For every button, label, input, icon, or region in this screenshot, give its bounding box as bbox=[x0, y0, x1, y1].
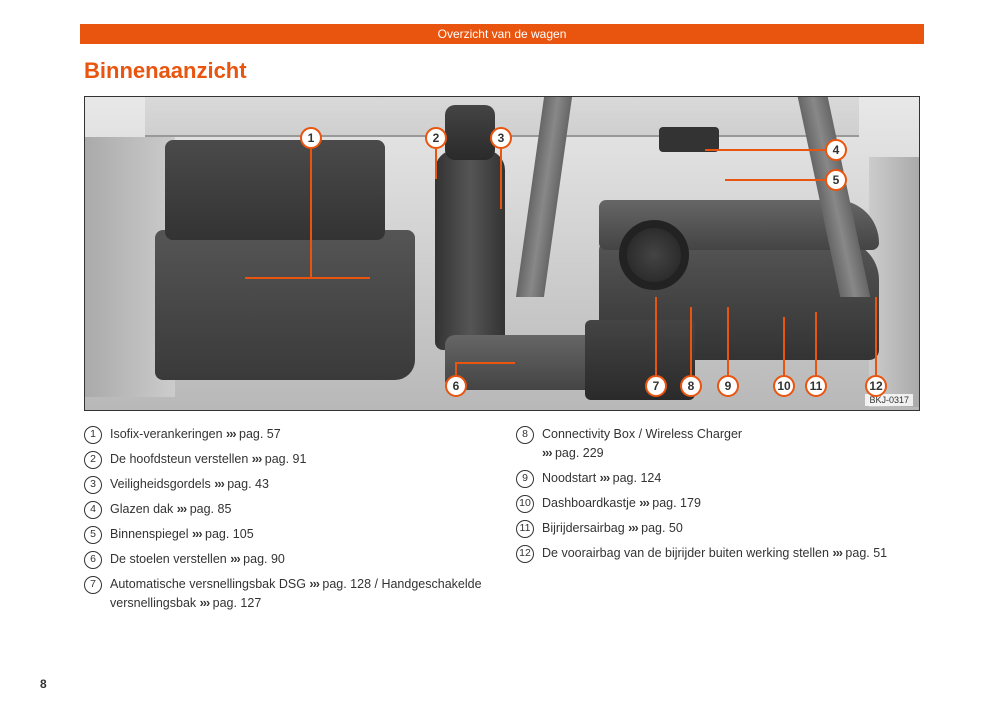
manual-page: Overzicht van de wagen Binnenaanzicht 12… bbox=[0, 0, 1004, 709]
callout-10: 10 bbox=[773, 375, 795, 397]
legend-text: De stoelen verstellen ››› pag. 90 bbox=[110, 550, 488, 569]
callout-1: 1 bbox=[300, 127, 322, 149]
leader-line bbox=[727, 307, 729, 377]
legend-number: 12 bbox=[516, 545, 534, 563]
legend-text: Glazen dak ››› pag. 85 bbox=[110, 500, 488, 519]
legend-number: 2 bbox=[84, 451, 102, 469]
callout-8: 8 bbox=[680, 375, 702, 397]
leader-line bbox=[245, 277, 312, 279]
callout-12: 12 bbox=[865, 375, 887, 397]
callout-4: 4 bbox=[825, 139, 847, 161]
legend-text: Binnenspiegel ››› pag. 105 bbox=[110, 525, 488, 544]
legend-text: Noodstart ››› pag. 124 bbox=[542, 469, 920, 488]
legend-number: 10 bbox=[516, 495, 534, 513]
leader-line bbox=[725, 179, 827, 181]
leader-line bbox=[310, 149, 312, 279]
legend-number: 6 bbox=[84, 551, 102, 569]
legend-text: Isofix-verankeringen ››› pag. 57 bbox=[110, 425, 488, 444]
legend-item-1: 1 Isofix-verankeringen ››› pag. 57 bbox=[84, 425, 488, 444]
legend-item-8: 8 Connectivity Box / Wireless Charger ›››… bbox=[516, 425, 920, 463]
legend-item-7: 7 Automatische versnellingsbak DSG ››› pa… bbox=[84, 575, 488, 613]
leader-line bbox=[705, 149, 827, 151]
legend-number: 1 bbox=[84, 426, 102, 444]
legend-item-4: 4 Glazen dak ››› pag. 85 bbox=[84, 500, 488, 519]
legend-text: Dashboardkastje ››› pag. 179 bbox=[542, 494, 920, 513]
legend-number: 11 bbox=[516, 520, 534, 538]
legend-item-2: 2 De hoofdsteun verstellen ››› pag. 91 bbox=[84, 450, 488, 469]
legend-columns: 1 Isofix-verankeringen ››› pag. 57 2 De hoo… bbox=[84, 425, 920, 619]
legend-text: De voorairbag van de bijrijder buiten we… bbox=[542, 544, 920, 563]
legend-number: 9 bbox=[516, 470, 534, 488]
callout-2: 2 bbox=[425, 127, 447, 149]
legend-number: 3 bbox=[84, 476, 102, 494]
legend-right-column: 8 Connectivity Box / Wireless Charger ›››… bbox=[516, 425, 920, 619]
legend-number: 7 bbox=[84, 576, 102, 594]
leader-line bbox=[435, 149, 437, 179]
legend-item-9: 9 Noodstart ››› pag. 124 bbox=[516, 469, 920, 488]
callout-11: 11 bbox=[805, 375, 827, 397]
legend-item-3: 3 Veiligheidsgordels ››› pag. 43 bbox=[84, 475, 488, 494]
legend-item-5: 5 Binnenspiegel ››› pag. 105 bbox=[84, 525, 488, 544]
legend-text: Bijrijdersairbag ››› pag. 50 bbox=[542, 519, 920, 538]
leader-line bbox=[500, 149, 502, 209]
leader-line bbox=[815, 312, 817, 377]
legend-left-column: 1 Isofix-verankeringen ››› pag. 57 2 De hoo… bbox=[84, 425, 488, 619]
leader-line bbox=[783, 317, 785, 377]
legend-item-12: 12 De voorairbag van de bijrijder buiten … bbox=[516, 544, 920, 563]
interior-figure: 123456789101112 BKJ-0317 bbox=[84, 96, 920, 411]
legend-item-10: 10 Dashboardkastje ››› pag. 179 bbox=[516, 494, 920, 513]
callout-5: 5 bbox=[825, 169, 847, 191]
legend-number: 4 bbox=[84, 501, 102, 519]
callout-9: 9 bbox=[717, 375, 739, 397]
legend-item-6: 6 De stoelen verstellen ››› pag. 90 bbox=[84, 550, 488, 569]
leader-line bbox=[875, 297, 877, 377]
section-header: Overzicht van de wagen bbox=[80, 24, 924, 44]
legend-item-11: 11 Bijrijdersairbag ››› pag. 50 bbox=[516, 519, 920, 538]
page-number: 8 bbox=[40, 677, 47, 691]
legend-number: 5 bbox=[84, 526, 102, 544]
callout-3: 3 bbox=[490, 127, 512, 149]
legend-text: Automatische versnellingsbak DSG ››› pag… bbox=[110, 575, 488, 613]
legend-text: Veiligheidsgordels ››› pag. 43 bbox=[110, 475, 488, 494]
callout-7: 7 bbox=[645, 375, 667, 397]
leader-line bbox=[690, 307, 692, 377]
page-title: Binnenaanzicht bbox=[84, 58, 944, 84]
callout-6: 6 bbox=[445, 375, 467, 397]
leader-line bbox=[655, 297, 657, 377]
legend-text: De hoofdsteun verstellen ››› pag. 91 bbox=[110, 450, 488, 469]
legend-text: Connectivity Box / Wireless Charger ››› … bbox=[542, 425, 920, 463]
leader-line bbox=[455, 362, 515, 364]
legend-number: 8 bbox=[516, 426, 534, 444]
leader-line bbox=[310, 277, 370, 279]
